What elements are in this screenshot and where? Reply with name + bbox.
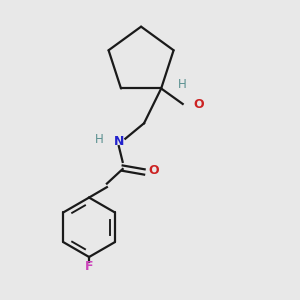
Text: N: N [114,135,124,148]
Text: O: O [193,98,204,111]
Text: H: H [178,78,187,91]
Text: H: H [94,133,103,146]
Text: O: O [148,164,159,177]
Text: F: F [85,260,93,273]
